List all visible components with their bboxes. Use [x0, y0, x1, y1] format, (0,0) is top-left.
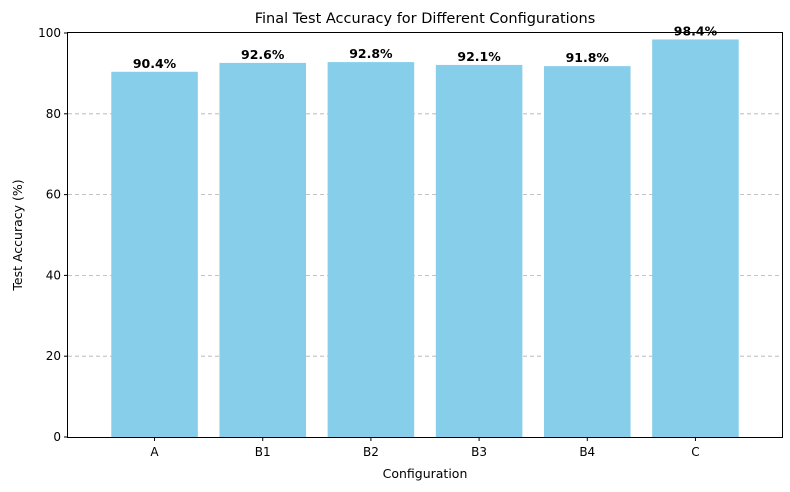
y-tick-label: 0	[53, 430, 61, 444]
bar-b1	[219, 62, 306, 438]
x-tick-label: A	[150, 445, 159, 459]
y-tick-label: 60	[46, 188, 61, 202]
x-axis-ticks: A B1 B2 B3 B4 C	[150, 437, 700, 459]
x-tick-label: B2	[363, 445, 379, 459]
bar-a	[111, 71, 198, 437]
y-tick-label: 80	[46, 107, 61, 121]
data-label: 91.8%	[566, 50, 610, 65]
data-label: 92.1%	[457, 49, 501, 64]
data-label: 92.8%	[349, 46, 393, 61]
data-label: 92.6%	[241, 47, 285, 62]
chart-title: Final Test Accuracy for Different Config…	[255, 11, 596, 27]
data-label: 98.4%	[674, 23, 718, 38]
x-axis-label: Configuration	[383, 466, 468, 481]
x-tick-label: B1	[255, 445, 271, 459]
bar-b4	[544, 66, 631, 438]
x-tick-label: B3	[471, 445, 487, 459]
y-tick-label: 40	[46, 268, 61, 282]
data-label: 90.4%	[133, 56, 177, 71]
plot-frame	[67, 32, 783, 438]
data-labels: 90.4% 92.6% 92.8% 92.1% 91.8% 98.4%	[133, 23, 718, 70]
x-tick-label: B4	[579, 445, 595, 459]
bar-b2	[327, 62, 415, 437]
bar-c	[652, 39, 739, 438]
y-axis-ticks: 0 20 40 60 80 100	[38, 26, 68, 444]
y-tick-label: 100	[38, 26, 61, 40]
x-tick-label: C	[691, 445, 699, 459]
bars	[111, 39, 739, 438]
y-axis-label: Test Accuracy (%)	[10, 179, 25, 291]
bar-b3	[435, 64, 523, 437]
y-tick-label: 20	[46, 349, 61, 363]
